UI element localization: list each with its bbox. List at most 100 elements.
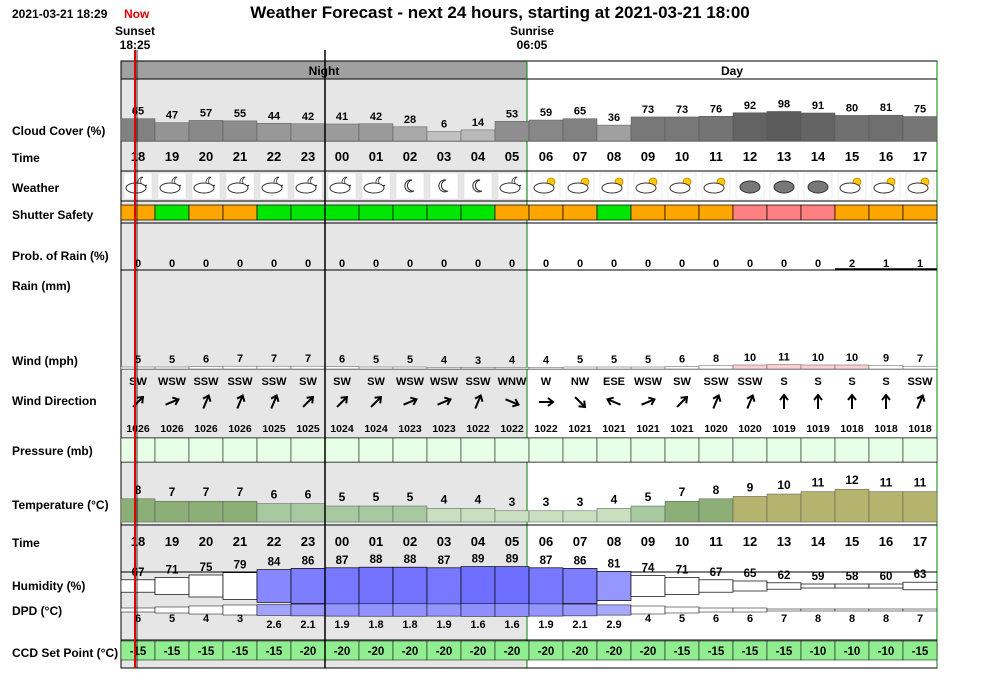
wind-arrow-icon [336, 395, 349, 408]
wind-speed-value: 4 [543, 354, 550, 366]
cloud-cover-bar [256, 123, 292, 142]
rain-prob-value: 0 [203, 258, 209, 270]
humidity-value: 79 [234, 560, 247, 572]
ccd-set-point-value: -20 [470, 646, 487, 658]
time-value-bottom: 08 [607, 534, 621, 549]
temperature-value: 8 [713, 483, 720, 497]
shutter-safety-cell [154, 204, 190, 221]
pressure-value: 1018 [908, 423, 932, 435]
cloud-cover-value: 76 [710, 103, 722, 115]
dpd-value: 4 [203, 613, 210, 625]
wind-direction-value: S [882, 376, 889, 388]
dpd-value: 2.1 [300, 619, 315, 631]
pressure-cell [222, 437, 258, 463]
temperature-value: 3 [543, 495, 550, 509]
temperature-bar [494, 510, 530, 523]
ccd-set-point-value: -10 [810, 646, 827, 658]
day-label: Day [721, 64, 743, 78]
pressure-value: 1022 [534, 423, 558, 435]
rain-prob-value: 0 [305, 258, 311, 270]
humidity-bar [222, 572, 258, 600]
label-shutter-safety: Shutter Safety [12, 208, 94, 222]
temperature-value: 10 [777, 478, 791, 492]
wind-speed-value: 7 [237, 353, 243, 365]
pressure-cell [698, 437, 734, 463]
wind-speed-bar [630, 366, 666, 370]
humidity-value: 63 [914, 569, 927, 581]
time-value-bottom: 15 [845, 534, 859, 549]
cloud-cover-value: 53 [506, 108, 518, 120]
cloud-cover-bar [426, 131, 462, 142]
ccd-cell [902, 640, 938, 661]
cloud-cover-bar [392, 126, 428, 142]
shutter-safety-cell [290, 204, 326, 221]
temperature-bar [256, 503, 292, 523]
ccd-set-point-value: -15 [266, 646, 283, 658]
time-value: 19 [165, 149, 179, 164]
wind-arrow-icon [746, 394, 756, 409]
partly-cloudy-moon-icon [193, 182, 215, 194]
time-value-bottom: 06 [539, 534, 553, 549]
wind-speed-value: 6 [203, 354, 209, 366]
weather-cell [429, 172, 459, 200]
wind-speed-value: 5 [407, 354, 413, 366]
cloud-cover-bar [834, 115, 870, 142]
shutter-safety-cell [902, 204, 938, 221]
shutter-safety-cell [562, 204, 598, 221]
cloud-cover-bar [664, 116, 700, 142]
time-value-bottom: 16 [879, 534, 893, 549]
time-value: 22 [267, 149, 281, 164]
temperature-bar [562, 510, 598, 523]
cloud-cover-value: 42 [370, 111, 382, 123]
ccd-set-point-value: -10 [878, 646, 895, 658]
wind-speed-bar [562, 366, 598, 370]
cloud-cover-bar [698, 116, 734, 142]
wind-speed-bar [392, 366, 428, 370]
temperature-value: 6 [305, 488, 312, 502]
temperature-bar [902, 491, 938, 523]
humidity-value: 71 [676, 564, 689, 576]
wind-speed-value: 10 [744, 352, 756, 364]
ccd-set-point-value: -15 [776, 646, 793, 658]
pressure-cell [630, 437, 666, 463]
cloud-cover-bar [188, 120, 224, 142]
cloud-cover-bar [630, 116, 666, 142]
humidity-value: 67 [132, 567, 145, 579]
rain-prob-value: 0 [373, 258, 379, 270]
wind-speed-value: 4 [441, 354, 448, 366]
partly-cloudy-sun-icon [533, 182, 555, 194]
humidity-value: 75 [200, 562, 213, 574]
wind-speed-bar [664, 366, 700, 370]
partly-cloudy-moon-icon [363, 182, 385, 194]
wind-speed-bar [834, 364, 870, 370]
shutter-safety-cell [528, 204, 564, 221]
humidity-bar [834, 583, 870, 589]
time-value-bottom: 01 [369, 534, 383, 549]
pressure-cell [460, 437, 496, 463]
cloud-cover-value: 41 [336, 111, 348, 123]
dpd-value: 1.6 [504, 619, 519, 631]
temperature-value: 6 [271, 488, 278, 502]
dpd-bar [120, 607, 156, 613]
dpd-bar [562, 603, 598, 617]
humidity-bar [766, 582, 802, 590]
time-value-bottom: 11 [709, 534, 723, 549]
shutter-safety-cell [698, 204, 734, 221]
pressure-cell [732, 437, 768, 463]
time-value: 17 [913, 149, 927, 164]
wind-speed-bar [290, 365, 326, 370]
shutter-safety-cell [120, 204, 156, 221]
humidity-bar [630, 575, 666, 597]
humidity-bar [698, 579, 734, 593]
pressure-value: 1024 [330, 423, 354, 435]
header-datetime: 2021-03-21 18:29 [12, 7, 108, 21]
pressure-value: 1021 [636, 423, 660, 435]
pressure-cell [562, 437, 598, 463]
partly-cloudy-sun-icon [635, 182, 657, 194]
wind-speed-bar [222, 365, 258, 370]
wind-speed-value: 10 [812, 352, 824, 364]
wind-arrow-icon [437, 396, 452, 406]
time-value: 01 [369, 149, 383, 164]
temperature-bar [426, 508, 462, 523]
ccd-set-point-value: -15 [708, 646, 725, 658]
